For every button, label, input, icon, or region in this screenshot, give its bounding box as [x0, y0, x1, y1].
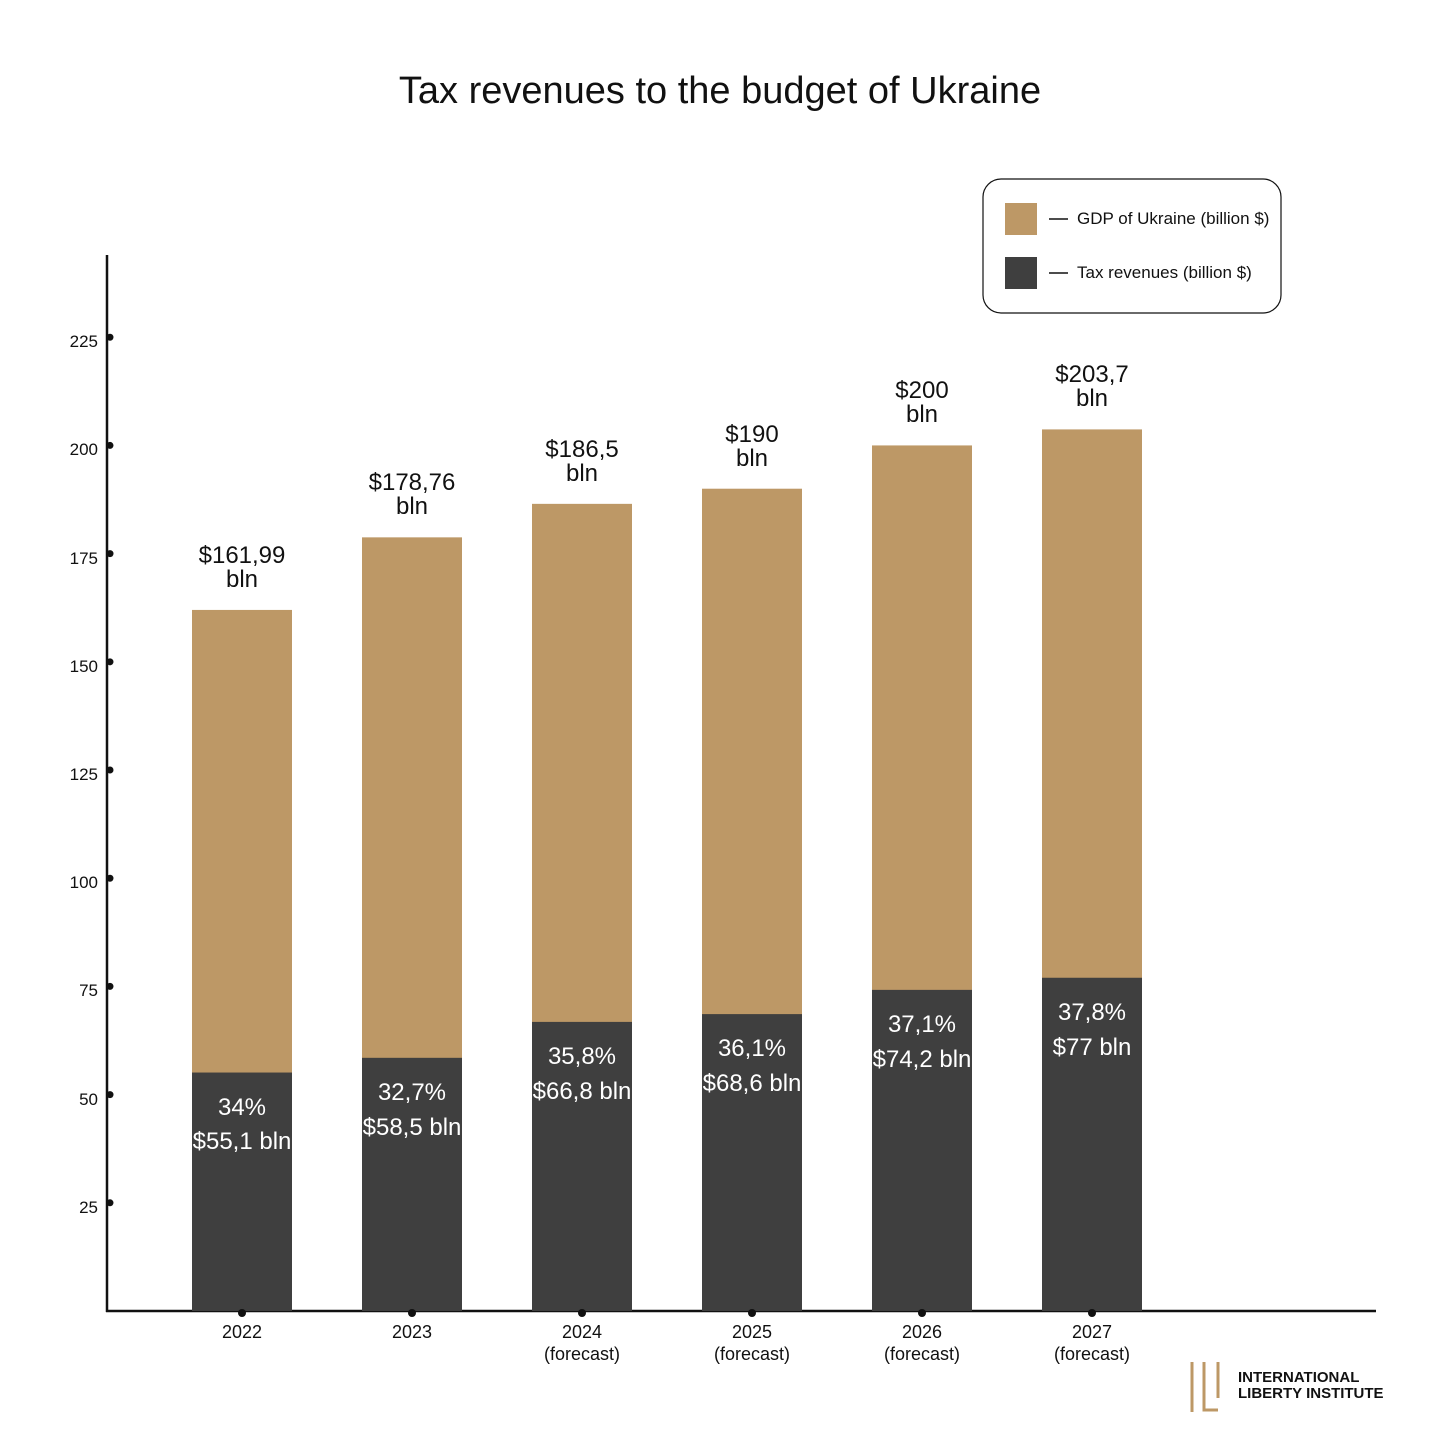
bar	[362, 1057, 462, 1311]
x-tick-label: 2025 (forecast)	[713, 1322, 791, 1364]
y-tick-label: 125	[69, 765, 98, 785]
y-tick	[106, 1091, 114, 1099]
value-label: 35,8% $66,8 bln	[532, 1042, 632, 1105]
y-tick-label: 50	[79, 1089, 98, 1109]
y-tick	[106, 658, 114, 666]
x-tick-label: 2024 (forecast)	[543, 1322, 621, 1364]
y-tick	[106, 1199, 114, 1207]
value-label: 36,1% $68,6 bln	[702, 1035, 802, 1097]
value-label: $161,99 bln	[198, 541, 286, 593]
value-label: $203,7 bln	[1055, 361, 1129, 413]
y-tick-label: 225	[69, 332, 98, 352]
value-label: $190 bln	[725, 420, 779, 472]
y-tick-label: 100	[69, 873, 98, 893]
legend-label: GDP of Ukraine (billion $)	[1077, 209, 1270, 229]
y-tick	[106, 982, 114, 990]
y-tick-label: 25	[79, 1197, 98, 1217]
x-tick-label: 2027 (forecast)	[1053, 1322, 1131, 1364]
value-label: 32,7% $58,5 bln	[362, 1078, 462, 1141]
legend-box	[982, 178, 1282, 314]
legend-swatch	[1005, 203, 1037, 235]
legend-label: Tax revenues (billion $)	[1077, 263, 1252, 283]
x-tick	[408, 1309, 416, 1317]
y-tick-label: 75	[79, 981, 98, 1001]
x-tick	[1088, 1309, 1096, 1317]
value-label: $200 bln	[895, 377, 949, 429]
x-tick	[918, 1309, 926, 1317]
value-label: $178,76 bln	[368, 469, 456, 521]
x-tick-label: 2022	[221, 1322, 263, 1342]
y-tick	[106, 441, 114, 449]
logo-icon	[1190, 1362, 1220, 1412]
y-tick-label: 200	[69, 440, 98, 460]
logo-text: INTERNATIONAL LIBERTY INSTITUTE	[1238, 1369, 1384, 1402]
bar	[192, 1072, 292, 1311]
y-tick-label: 175	[69, 548, 98, 568]
bar	[532, 1021, 632, 1311]
value-label: 37,8% $77 bln	[1052, 998, 1132, 1061]
x-tick-label: 2023	[391, 1322, 433, 1342]
x-tick	[748, 1309, 756, 1317]
y-tick	[106, 874, 114, 882]
bar	[872, 989, 972, 1311]
value-label: 34% $55,1 bln	[192, 1093, 292, 1156]
x-tick	[578, 1309, 586, 1317]
y-tick-label: 150	[69, 656, 98, 676]
x-tick-label: 2026 (forecast)	[883, 1322, 961, 1364]
value-label: $186,5 bln	[545, 435, 619, 487]
y-tick	[106, 333, 114, 341]
x-tick	[238, 1309, 246, 1317]
y-tick	[106, 550, 114, 558]
chart-title: Tax revenues to the budget of Ukraine	[398, 70, 1042, 112]
bar	[1042, 977, 1142, 1311]
bar	[702, 1014, 802, 1311]
y-tick	[106, 766, 114, 774]
legend-swatch	[1005, 257, 1037, 289]
value-label: 37,1% $74,2 bln	[872, 1010, 972, 1073]
